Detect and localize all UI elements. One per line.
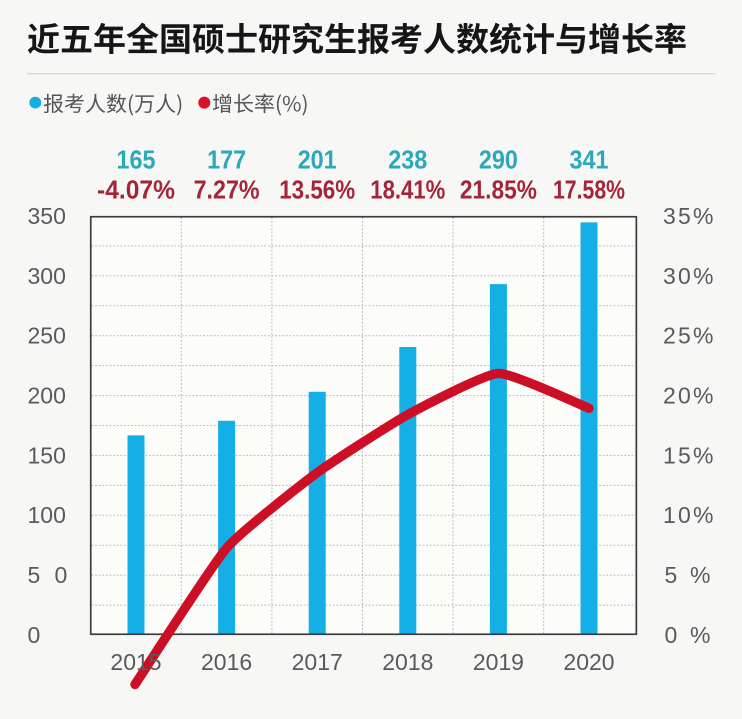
svg-text:30%: 30%: [663, 263, 716, 289]
svg-text:10%: 10%: [663, 502, 716, 528]
svg-text:341: 341: [570, 144, 609, 174]
svg-text:100: 100: [28, 502, 66, 528]
svg-text:18.41%: 18.41%: [370, 175, 445, 205]
svg-text:2019: 2019: [473, 649, 524, 675]
svg-text:35%: 35%: [663, 203, 716, 229]
svg-text:2015: 2015: [110, 649, 161, 675]
svg-text:7.27%: 7.27%: [194, 175, 260, 205]
svg-text:2016: 2016: [201, 649, 252, 675]
svg-text:17.58%: 17.58%: [553, 175, 625, 205]
svg-text:177: 177: [207, 144, 246, 174]
svg-text:0: 0: [28, 622, 41, 648]
svg-text:21.85%: 21.85%: [460, 175, 537, 205]
svg-text:%: %: [690, 622, 710, 648]
svg-text:250: 250: [28, 323, 66, 349]
svg-text:0: 0: [665, 622, 678, 648]
svg-text:5: 5: [28, 562, 41, 588]
svg-text:350: 350: [28, 203, 66, 229]
svg-text:20%: 20%: [663, 383, 716, 409]
svg-text:200: 200: [28, 383, 66, 409]
svg-text:-4.07%: -4.07%: [97, 175, 175, 205]
svg-text:238: 238: [388, 144, 427, 174]
svg-text:201: 201: [298, 144, 337, 174]
svg-text:165: 165: [117, 144, 156, 174]
svg-text:5: 5: [665, 562, 678, 588]
svg-text:13.56%: 13.56%: [279, 175, 355, 205]
svg-text:2018: 2018: [382, 649, 433, 675]
svg-text:15%: 15%: [663, 442, 716, 468]
svg-text:2017: 2017: [292, 649, 343, 675]
svg-text:290: 290: [479, 144, 518, 174]
svg-text:0: 0: [55, 562, 68, 588]
svg-text:2020: 2020: [563, 649, 614, 675]
svg-text:150: 150: [28, 442, 66, 468]
svg-text:%: %: [690, 562, 710, 588]
svg-text:25%: 25%: [663, 323, 716, 349]
svg-text:300: 300: [28, 263, 66, 289]
